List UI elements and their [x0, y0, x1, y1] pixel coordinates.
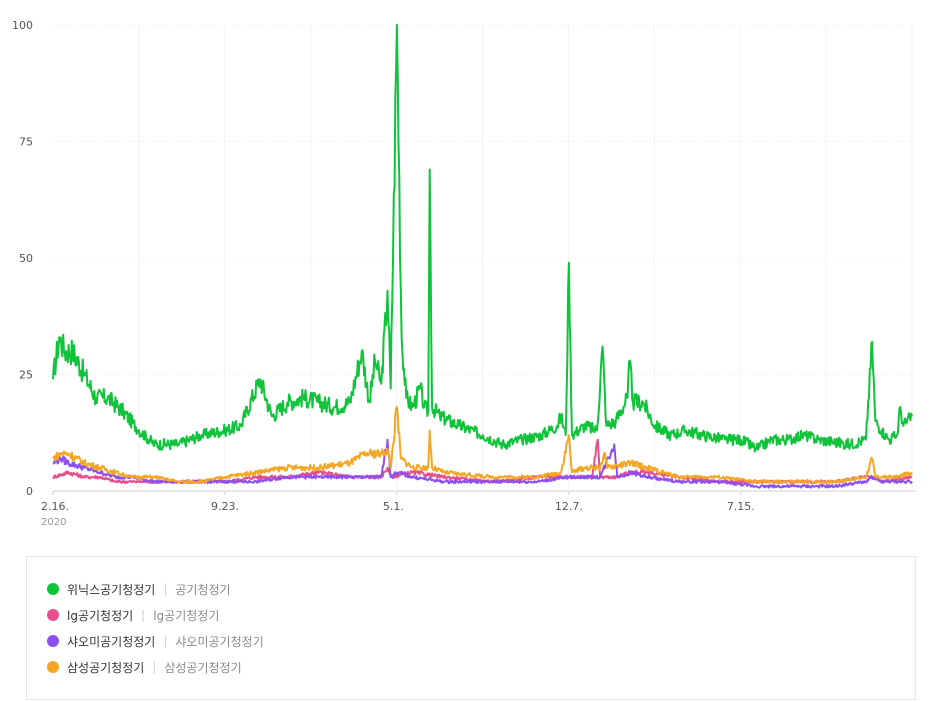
legend-series-name: 위닉스공기청정기 — [67, 582, 156, 597]
series-lines — [52, 24, 913, 489]
x-tick-label: 12.7. — [555, 500, 583, 513]
legend-series-name: lg공기청정기 — [67, 608, 134, 623]
y-tick-label: 50 — [19, 252, 33, 265]
y-axis: 0 25 50 75 100 — [12, 19, 33, 498]
legend-item[interactable]: 샤오미공기청정기 | 샤오미공기청정기 — [47, 631, 264, 651]
chart-grid — [53, 24, 916, 492]
y-tick-label: 75 — [19, 136, 33, 149]
legend-item[interactable]: lg공기청정기 | lg공기청정기 — [47, 605, 219, 625]
legend-item[interactable]: 삼성공기청정기 | 삼성공기청정기 — [47, 657, 242, 677]
legend-series-name: 삼성공기청정기 — [67, 660, 145, 675]
legend-item[interactable]: 위닉스공기청정기 | 공기청정기 — [47, 579, 231, 599]
trend-chart: 0 25 50 75 100 2.16. 2020 9.23. 5.1. 12.7. 7.15. — [12, 19, 916, 528]
legend-color-dot — [47, 635, 59, 647]
legend-series-name: 샤오미공기청정기 — [67, 634, 156, 649]
x-tick-label: 9.23. — [211, 500, 239, 513]
legend-series-term: 공기청정기 — [175, 582, 231, 597]
legend-series-term: lg공기청정기 — [153, 608, 220, 623]
legend-separator: | — [152, 660, 157, 674]
legend-series-term: 삼성공기청정기 — [164, 660, 242, 675]
series-line — [52, 24, 913, 453]
x-tick-label: 2.16. — [41, 500, 69, 513]
x-tick-label: 7.15. — [727, 500, 755, 513]
x-tick-label: 5.1. — [383, 500, 404, 513]
x-axis: 2.16. 2020 9.23. 5.1. 12.7. 7.15. — [41, 491, 755, 528]
series-line — [52, 406, 913, 485]
legend: 위닉스공기청정기 | 공기청정기 lg공기청정기 | lg공기청정기 샤오미공기… — [26, 556, 916, 700]
legend-separator: | — [163, 582, 168, 596]
legend-series-term: 샤오미공기청정기 — [175, 634, 264, 649]
legend-separator: | — [141, 608, 146, 622]
legend-color-dot — [47, 583, 59, 595]
x-tick-sublabel: 2020 — [41, 517, 66, 528]
legend-color-dot — [47, 609, 59, 621]
y-tick-label: 0 — [26, 485, 33, 498]
y-tick-label: 25 — [19, 369, 33, 382]
y-tick-label: 100 — [12, 19, 33, 32]
legend-color-dot — [47, 661, 59, 673]
legend-separator: | — [163, 634, 168, 648]
